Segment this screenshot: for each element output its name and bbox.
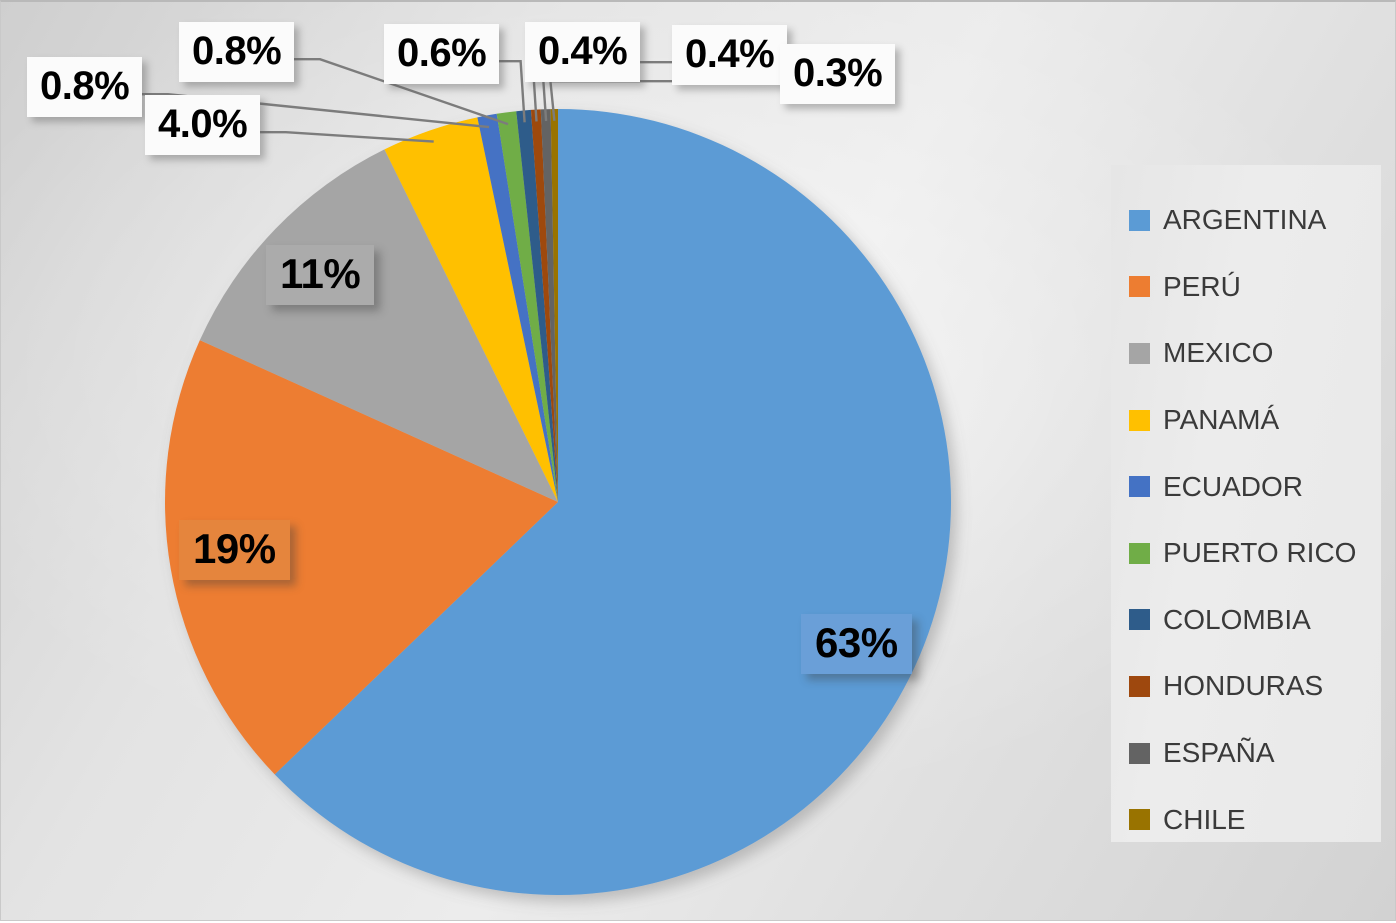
legend-swatch-icon: [1129, 476, 1150, 498]
leader-line-colombia: [499, 60, 526, 123]
data-label-chile: 0.3%: [780, 44, 896, 104]
legend-item-label: CHILE: [1163, 803, 1246, 835]
legend-swatch-icon: [1129, 276, 1150, 298]
data-label-peru: 19%: [179, 520, 290, 580]
data-label-panama: 4.0%: [145, 95, 261, 155]
pie-slice-puerto-rico[interactable]: [496, 111, 558, 502]
data-label-honduras: 0.4%: [525, 22, 641, 82]
legend-swatch-icon: [1129, 209, 1150, 231]
data-label-text: 4.0%: [158, 102, 248, 146]
legend-item-label: ECUADOR: [1163, 470, 1304, 502]
legend-item-peru[interactable]: PERÚ: [1129, 254, 1381, 321]
data-label-puerto-rico: 0.8%: [179, 22, 295, 82]
pie-slice-chile[interactable]: [550, 109, 558, 502]
legend-item-label: MEXICO: [1163, 337, 1274, 369]
pie-slice-honduras[interactable]: [530, 109, 558, 502]
pie-slice-perú[interactable]: [165, 340, 559, 775]
legend-item-label: ESPAÑA: [1163, 737, 1275, 769]
leader-line-ecuador: [142, 92, 490, 129]
legend-item-panama[interactable]: PANAMÁ: [1129, 387, 1381, 454]
legend-item-label: COLOMBIA: [1163, 603, 1311, 635]
data-label-text: 19%: [193, 525, 276, 572]
pie-slice-mexico[interactable]: [199, 149, 558, 502]
pie-slice-panamá[interactable]: [384, 117, 558, 503]
pie-slice-argentina[interactable]: [274, 109, 951, 895]
data-label-text: 0.8%: [40, 64, 130, 108]
legend-item-label: PUERTO RICO: [1163, 537, 1357, 569]
legend-item-puerto-rico[interactable]: PUERTO RICO: [1129, 520, 1381, 587]
data-label-colombia: 0.6%: [384, 24, 500, 84]
legend-item-argentina[interactable]: ARGENTINA: [1129, 187, 1381, 254]
pie-slice-españa[interactable]: [540, 109, 558, 502]
data-label-text: 0.4%: [538, 29, 628, 73]
data-label-text: 0.3%: [793, 51, 883, 95]
data-label-text: 0.6%: [397, 31, 487, 75]
pie-plot-area[interactable]: [1, 2, 1101, 923]
pie-slice-ecuador[interactable]: [477, 113, 558, 502]
data-label-argentina: 63%: [801, 614, 912, 674]
legend-swatch-icon: [1129, 342, 1150, 364]
legend-item-colombia[interactable]: COLOMBIA: [1129, 587, 1381, 654]
legend-swatch-icon: [1129, 609, 1150, 631]
pie-slice-colombia[interactable]: [516, 109, 558, 503]
data-label-text: 0.4%: [685, 32, 775, 76]
leader-line-panamá: [260, 130, 434, 143]
legend-item-ecuador[interactable]: ECUADOR: [1129, 453, 1381, 520]
data-label-text: 63%: [815, 619, 898, 666]
legend-item-label: PANAMÁ: [1163, 404, 1280, 436]
pie-svg: [142, 58, 951, 895]
leader-line-puerto-rico: [294, 58, 509, 126]
legend-swatch-icon: [1129, 675, 1150, 697]
legend-swatch-icon: [1129, 409, 1150, 431]
legend-swatch-icon: [1129, 742, 1150, 764]
data-label-text: 11%: [280, 250, 361, 297]
legend-item-honduras[interactable]: HONDURAS: [1129, 653, 1381, 720]
legend-item-espana[interactable]: ESPAÑA: [1129, 720, 1381, 787]
data-label-espana: 0.4%: [672, 25, 788, 85]
chart-legend[interactable]: ARGENTINA PERÚ MEXICO PANAMÁ ECUADOR PUE…: [1111, 165, 1381, 842]
legend-swatch-icon: [1129, 542, 1150, 564]
legend-item-label: ARGENTINA: [1163, 204, 1327, 236]
legend-item-label: PERÚ: [1163, 270, 1241, 302]
legend-item-mexico[interactable]: MEXICO: [1129, 320, 1381, 387]
legend-item-chile[interactable]: CHILE: [1129, 786, 1381, 853]
data-label-ecuador: 0.8%: [27, 57, 143, 117]
pie-slices-group: [165, 109, 951, 895]
data-label-text: 0.8%: [192, 29, 282, 73]
data-label-mexico: 11%: [266, 245, 375, 305]
legend-swatch-icon: [1129, 809, 1150, 831]
legend-item-label: HONDURAS: [1163, 670, 1324, 702]
